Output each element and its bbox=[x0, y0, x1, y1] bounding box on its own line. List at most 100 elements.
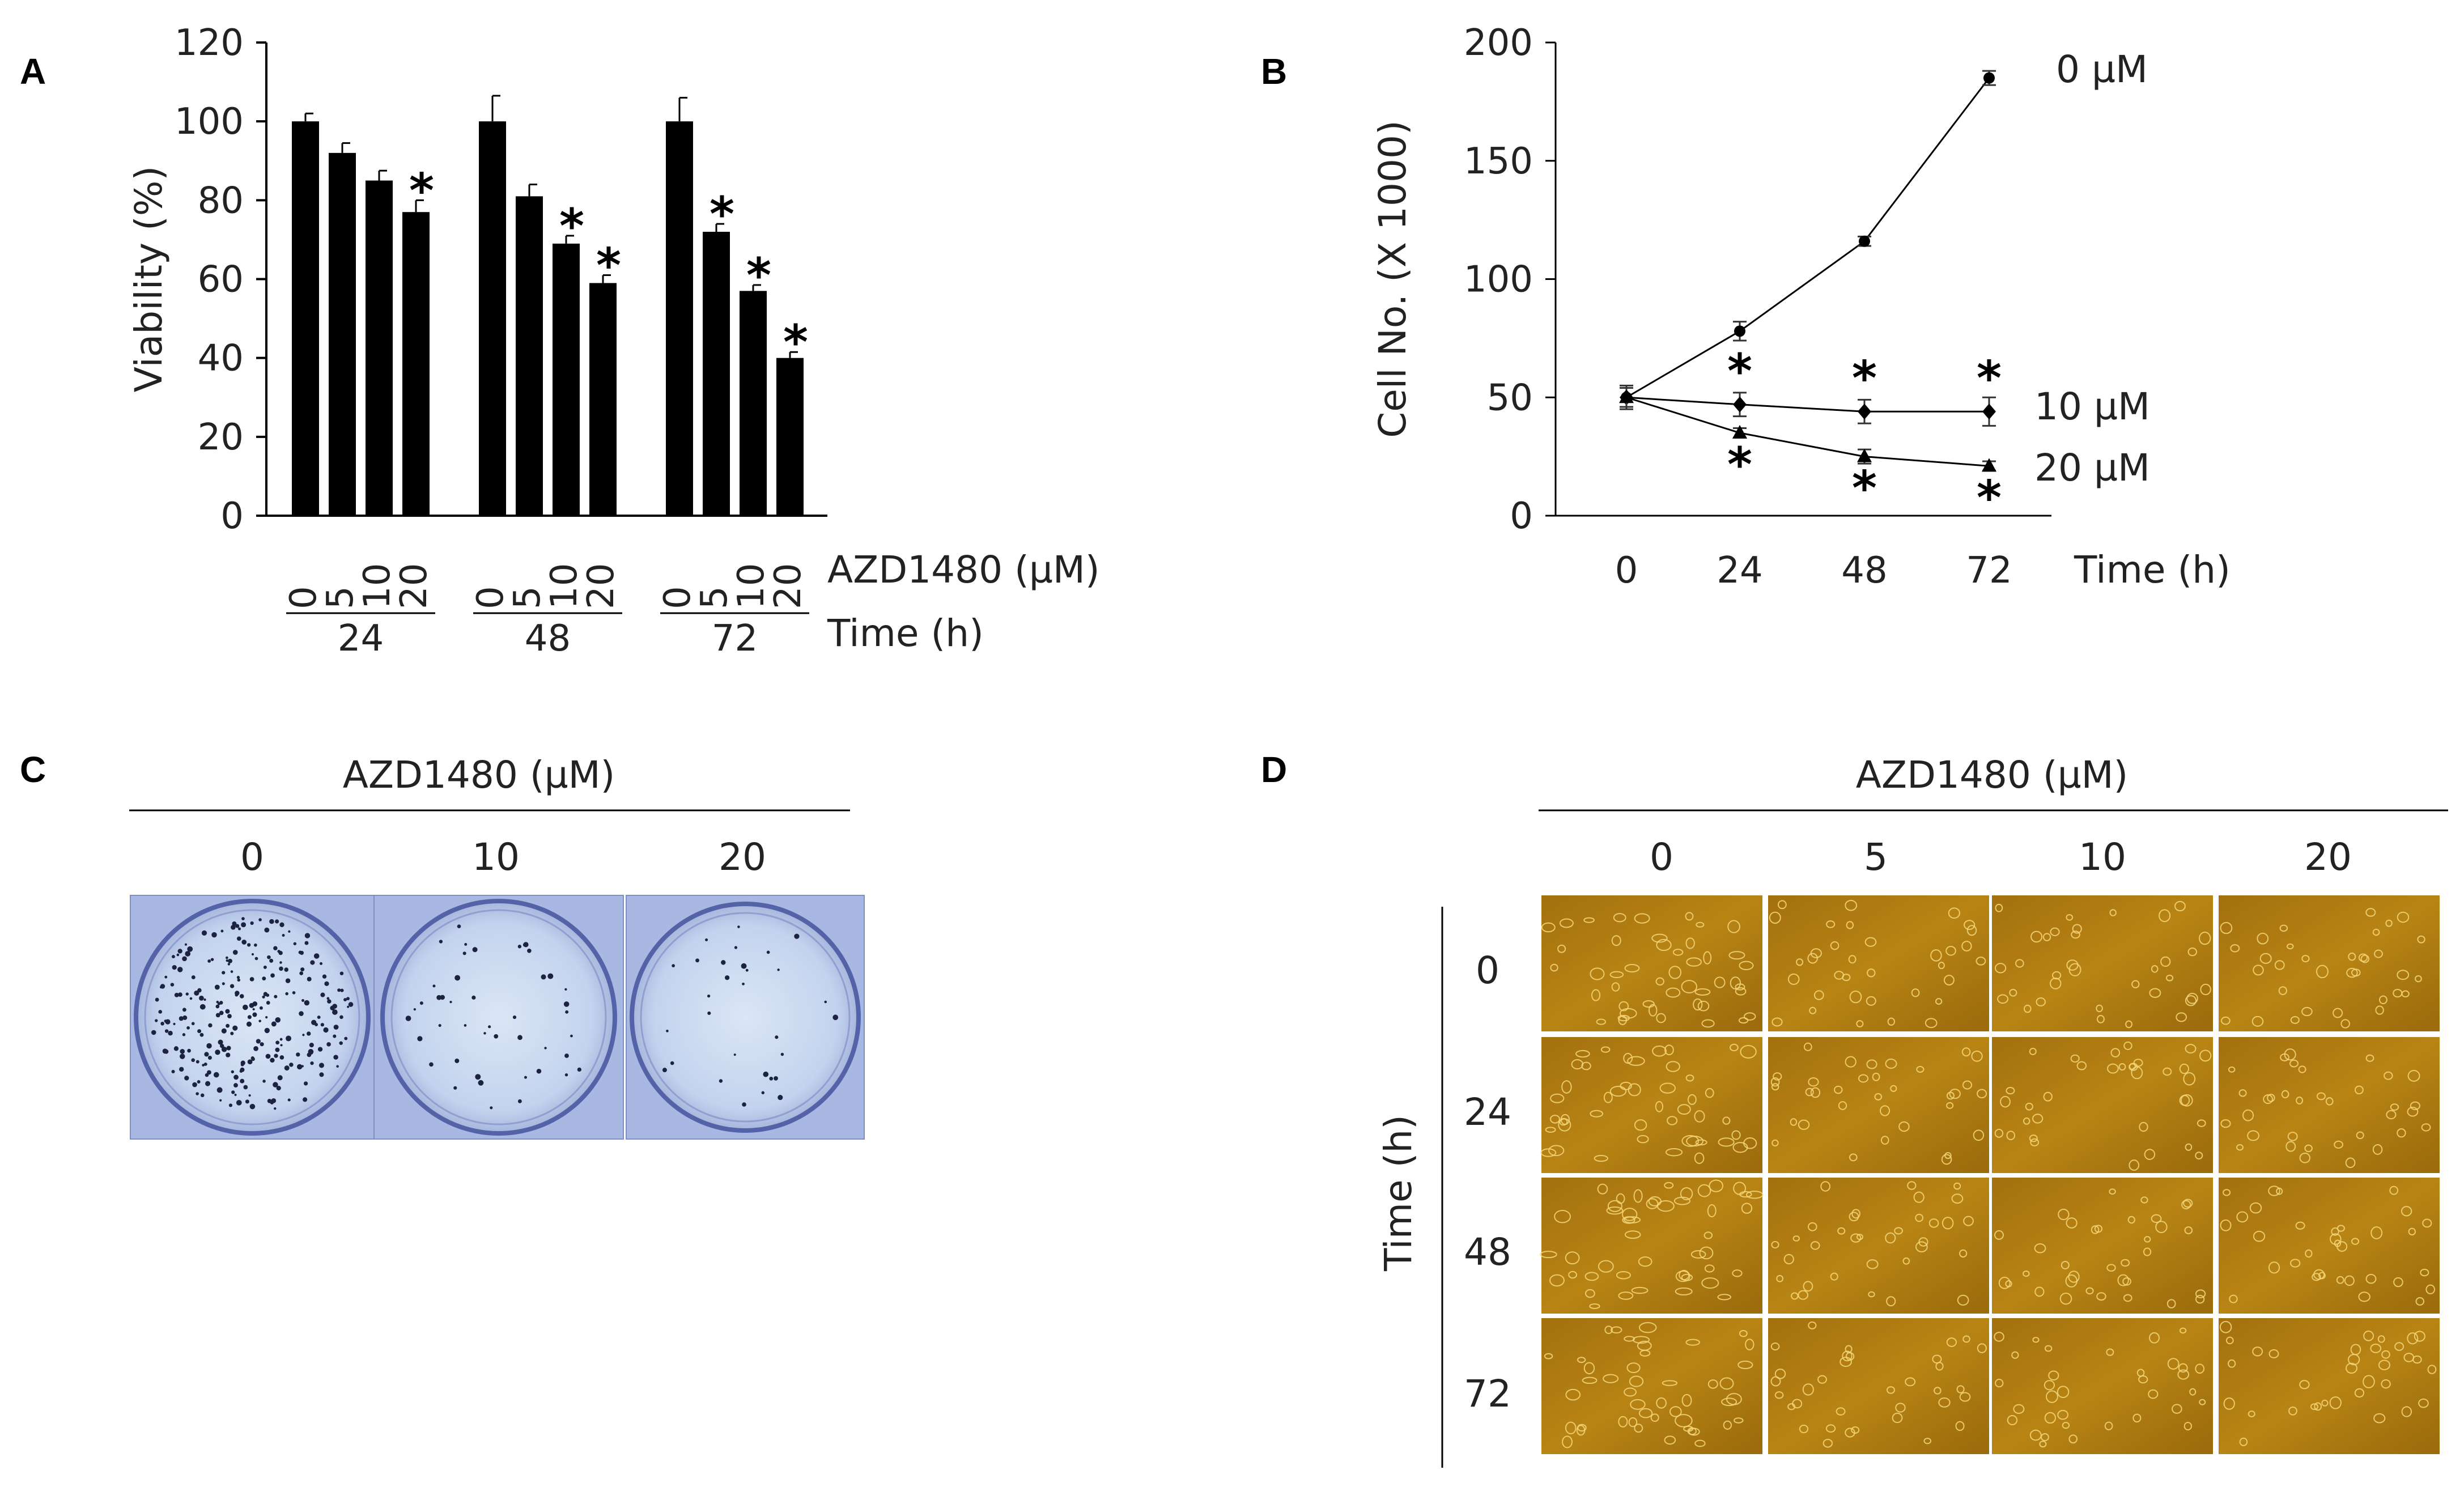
micrograph-image bbox=[2219, 1037, 2440, 1173]
panel-a-letter: A bbox=[20, 51, 46, 92]
b-x-axis-label: Time (h) bbox=[2074, 548, 2231, 592]
a-bar bbox=[740, 291, 767, 516]
a-dose-tick-label: 10 bbox=[730, 563, 772, 609]
micrograph-image bbox=[1768, 895, 1989, 1031]
a-bar bbox=[553, 243, 580, 516]
b-point bbox=[1982, 458, 1996, 472]
a-time-label: Time (h) bbox=[827, 611, 984, 655]
a-bar bbox=[292, 121, 319, 516]
colony-formation-panel: AZD1480 (µM) 0 10 20 bbox=[129, 753, 865, 1140]
colony-dish-image bbox=[373, 895, 624, 1140]
micrograph-image bbox=[2219, 1178, 2440, 1314]
micrograph-image bbox=[2219, 895, 2440, 1031]
b-point bbox=[1734, 325, 1745, 337]
b-y-tick-label: 0 bbox=[1510, 495, 1533, 537]
micrograph-image bbox=[1541, 895, 1762, 1031]
a-dose-tick-label: 5 bbox=[694, 586, 736, 609]
a-y-tick-label: 60 bbox=[198, 259, 244, 301]
panel-d-dose-5: 5 bbox=[1864, 835, 1888, 879]
cell-morphology-panel: AZD1480 (µM) 0 5 10 20 Time (h) 0 24 48 … bbox=[1377, 753, 2448, 1468]
micrograph-image bbox=[1992, 1318, 2213, 1454]
b-y-tick-label: 150 bbox=[1464, 141, 1533, 182]
a-bar bbox=[703, 232, 730, 516]
a-dose-tick-label: 20 bbox=[580, 563, 622, 609]
b-point bbox=[1859, 235, 1870, 247]
panel-c-dose-0: 0 bbox=[240, 835, 264, 879]
a-time-tick-label: 48 bbox=[525, 618, 571, 660]
panel-d-letter: D bbox=[1261, 749, 1287, 790]
panel-d-time-72: 72 bbox=[1464, 1372, 1511, 1416]
a-y-tick-label: 100 bbox=[175, 101, 244, 143]
a-dose-tick-label: 0 bbox=[470, 586, 512, 609]
a-y-tick-label: 80 bbox=[198, 180, 244, 222]
a-significance-star: * bbox=[746, 248, 771, 303]
a-bar bbox=[479, 121, 506, 516]
b-significance-star: * bbox=[1977, 470, 2002, 525]
b-x-tick-label: 0 bbox=[1615, 550, 1638, 592]
panel-b-letter: B bbox=[1261, 51, 1287, 92]
b-significance-star: * bbox=[1977, 350, 2002, 406]
a-bar bbox=[516, 196, 543, 516]
a-significance-star: * bbox=[596, 238, 621, 294]
b-significance-star: * bbox=[1727, 343, 1752, 399]
panel-d-time-24: 24 bbox=[1464, 1090, 1511, 1134]
a-significance-star: * bbox=[710, 186, 734, 242]
panel-c-dose-20: 20 bbox=[719, 835, 766, 879]
b-series-line bbox=[1626, 396, 1990, 467]
a-bar bbox=[402, 212, 430, 516]
a-y-axis-label: Viability (%) bbox=[127, 166, 171, 393]
b-x-tick-label: 72 bbox=[1966, 550, 2012, 592]
a-time-tick-label: 72 bbox=[712, 618, 758, 660]
a-significance-star: * bbox=[409, 163, 434, 218]
micrograph-image bbox=[1992, 895, 2213, 1031]
b-point bbox=[1732, 424, 1747, 439]
a-dose-tick-label: 0 bbox=[283, 586, 325, 609]
b-significance-star: * bbox=[1852, 350, 1877, 406]
b-y-tick-label: 100 bbox=[1464, 259, 1533, 301]
micrograph-image bbox=[1992, 1037, 2213, 1173]
a-y-tick-label: 120 bbox=[175, 22, 244, 64]
panel-c-dose-10: 10 bbox=[472, 835, 520, 879]
micrograph-image bbox=[1768, 1318, 1989, 1454]
micrograph-image bbox=[1768, 1178, 1989, 1314]
a-time-tick-label: 24 bbox=[338, 618, 384, 660]
a-y-tick-label: 0 bbox=[220, 495, 244, 537]
micrograph-image bbox=[1540, 1178, 1764, 1314]
b-significance-star: * bbox=[1727, 437, 1752, 492]
panel-c-letter: C bbox=[20, 749, 46, 790]
panel-d-header: AZD1480 (µM) bbox=[1856, 753, 2129, 797]
b-y-tick-label: 50 bbox=[1487, 377, 1533, 419]
b-x-tick-label: 24 bbox=[1717, 550, 1762, 592]
micrograph-image bbox=[1541, 1318, 1762, 1454]
panel-d-dose-0: 0 bbox=[1650, 835, 1673, 879]
b-series-line bbox=[1626, 396, 1989, 413]
b-series-label: 20 µM bbox=[2034, 446, 2150, 490]
b-point bbox=[1982, 403, 1996, 420]
colony-dish-image bbox=[626, 895, 865, 1140]
a-concentration-label: AZD1480 (µM) bbox=[827, 548, 1100, 592]
a-y-tick-label: 40 bbox=[198, 338, 244, 380]
micrograph-image bbox=[1768, 1037, 1989, 1173]
micrograph-image bbox=[2219, 1318, 2440, 1454]
a-significance-star: * bbox=[783, 315, 808, 370]
a-dose-tick-label: 20 bbox=[767, 563, 809, 609]
a-dose-tick-label: 20 bbox=[393, 563, 435, 609]
b-y-tick-label: 200 bbox=[1464, 22, 1533, 64]
a-bar bbox=[776, 358, 804, 516]
a-dose-tick-label: 0 bbox=[657, 586, 699, 609]
panel-d-row-axis-label: Time (h) bbox=[1377, 1115, 1420, 1272]
b-series-label: 10 µM bbox=[2034, 385, 2150, 428]
a-significance-star: * bbox=[559, 198, 584, 254]
b-series-label: 0 µM bbox=[2056, 48, 2148, 91]
micrograph-image bbox=[1540, 1037, 1762, 1173]
cell-number-line-chart: 0 50 100 150 200 Cell No. (X 1000) 0 24 48 72 Time… bbox=[1371, 22, 2231, 592]
a-bar bbox=[329, 152, 356, 516]
panel-d-time-0: 0 bbox=[1476, 949, 1499, 992]
b-point bbox=[1619, 389, 1634, 403]
b-point bbox=[1858, 403, 1871, 420]
a-dose-tick-label: 10 bbox=[543, 563, 585, 609]
colony-dish-image bbox=[130, 895, 375, 1140]
a-dose-tick-label: 5 bbox=[507, 586, 549, 609]
